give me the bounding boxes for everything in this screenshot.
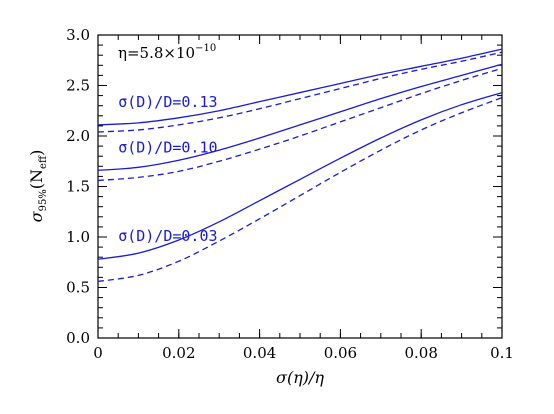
dashed-curve-5 — [97, 97, 503, 283]
x-axis-label: σ(η)/η — [276, 368, 324, 387]
solid-curve-2 — [97, 63, 503, 171]
y-tick-label: 1.0 — [66, 228, 90, 246]
x-tick-label: 0.06 — [324, 344, 357, 362]
y-tick-label: 0.5 — [66, 279, 90, 297]
curve-label: σ(D)/D=0.10 — [118, 138, 217, 156]
curve-label: σ(D)/D=0.03 — [118, 227, 217, 245]
x-tick-label: 0.02 — [162, 344, 195, 362]
y-tick-label: 1.5 — [66, 178, 90, 196]
dashed-curve-1 — [97, 51, 503, 133]
y-label-sub: 95% — [38, 189, 49, 211]
annotation-base: η=5.8×10 — [118, 44, 195, 62]
curve-label: σ(D)/D=0.13 — [118, 93, 217, 111]
y-tick-label: 0.0 — [66, 329, 90, 347]
y-label-main: σ — [27, 210, 46, 222]
solid-curve-4 — [97, 91, 503, 260]
ticks — [97, 34, 503, 339]
y-label-arg-open: (N — [27, 169, 46, 189]
curves — [97, 48, 503, 283]
y-axis-label: σ95%(Neff) — [27, 150, 49, 223]
y-tick-label: 3.0 — [66, 26, 90, 44]
tick-labels: 0 0.02 0.04 0.06 0.08 0.1 0.0 0.5 1.0 1.5 2.0 2.5 3.… — [66, 26, 514, 362]
y-label-arg-close: ) — [27, 150, 46, 156]
x-tick-label: 0.1 — [490, 344, 514, 362]
y-tick-label: 2.0 — [66, 127, 90, 145]
x-tick-label: 0.08 — [404, 344, 437, 362]
annotation-eta: η=5.8×10−10 — [118, 43, 216, 62]
y-tick-label: 2.5 — [66, 77, 90, 95]
annotation-exponent: −10 — [195, 43, 216, 54]
y-label-arg-sub: eff — [38, 155, 49, 169]
curve-labels: σ(D)/D=0.13 σ(D)/D=0.10 σ(D)/D=0.03 — [118, 93, 217, 245]
x-tick-label: 0 — [93, 344, 103, 362]
solid-curve-0 — [97, 48, 503, 126]
x-tick-label: 0.04 — [243, 344, 276, 362]
